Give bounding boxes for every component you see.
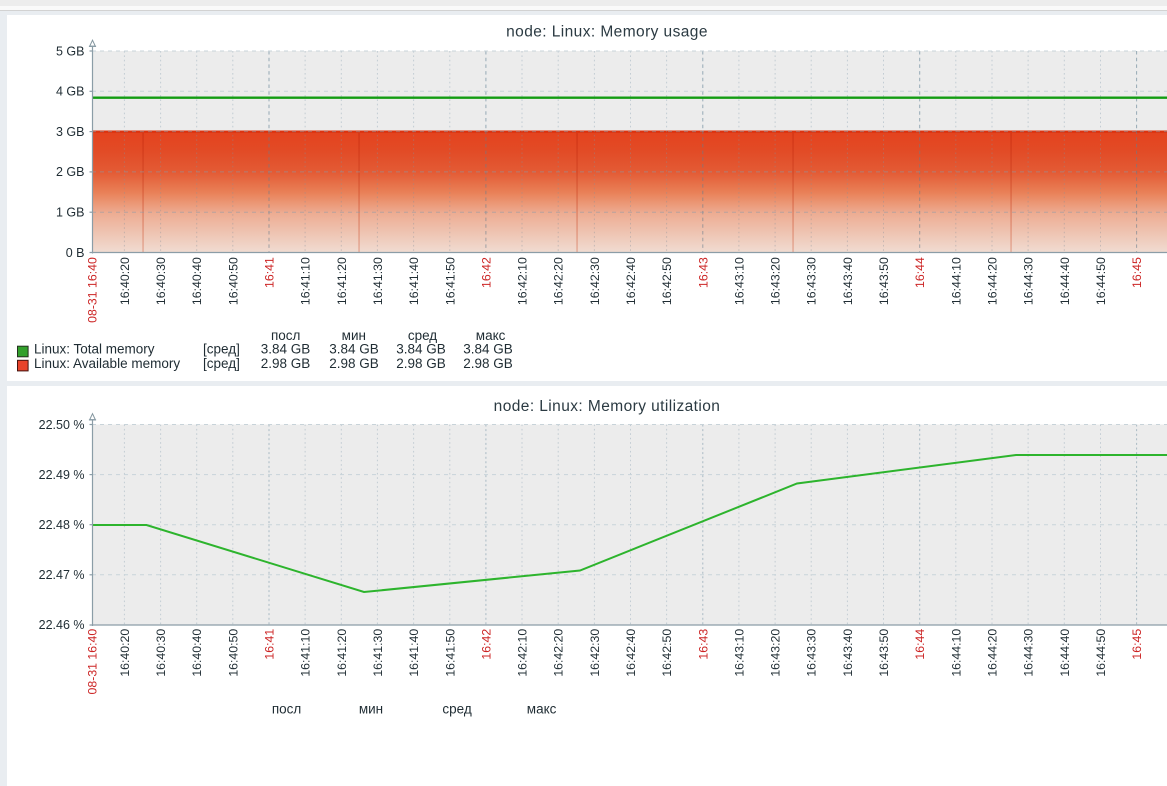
svg-text:16:41:20: 16:41:20 (335, 629, 349, 677)
svg-text:16:42:50: 16:42:50 (660, 257, 674, 305)
svg-text:16:43:10: 16:43:10 (732, 257, 746, 305)
svg-text:16:42:10: 16:42:10 (516, 629, 530, 677)
svg-text:16:42:30: 16:42:30 (588, 257, 602, 305)
svg-text:22.50 %: 22.50 % (39, 418, 85, 432)
svg-text:2 GB: 2 GB (56, 165, 85, 179)
svg-text:5 GB: 5 GB (56, 44, 85, 58)
svg-text:16:40:30: 16:40:30 (154, 629, 168, 677)
svg-text:22.48 %: 22.48 % (39, 518, 85, 532)
svg-text:посл: посл (271, 328, 300, 343)
svg-text:16:41:30: 16:41:30 (371, 257, 385, 305)
svg-text:0 B: 0 B (66, 246, 85, 260)
svg-text:08-31 16:40: 08-31 16:40 (86, 257, 100, 323)
svg-text:16:42:20: 16:42:20 (552, 257, 566, 305)
svg-text:16:42:20: 16:42:20 (552, 629, 566, 677)
svg-text:16:41:50: 16:41:50 (443, 629, 457, 677)
svg-text:16:40:20: 16:40:20 (118, 629, 132, 677)
svg-text:16:41:40: 16:41:40 (407, 629, 421, 677)
svg-text:16:41:10: 16:41:10 (299, 257, 313, 305)
svg-text:16:40:40: 16:40:40 (190, 257, 204, 305)
svg-text:16:45: 16:45 (1130, 629, 1144, 660)
svg-text:16:44:30: 16:44:30 (1022, 629, 1036, 677)
svg-text:1 GB: 1 GB (56, 206, 85, 220)
svg-text:16:40:20: 16:40:20 (118, 257, 132, 305)
svg-text:16:44:50: 16:44:50 (1094, 257, 1108, 305)
svg-text:макс: макс (476, 328, 506, 343)
svg-text:16:40:30: 16:40:30 (154, 257, 168, 305)
svg-text:Linux: Total memory: Linux: Total memory (34, 342, 155, 357)
svg-text:16:41:30: 16:41:30 (371, 629, 385, 677)
svg-text:16:42:50: 16:42:50 (660, 629, 674, 677)
svg-text:08-31 16:40: 08-31 16:40 (86, 629, 100, 695)
svg-text:16:44: 16:44 (913, 257, 927, 288)
svg-text:16:44: 16:44 (913, 629, 927, 660)
svg-text:16:43:40: 16:43:40 (841, 629, 855, 677)
svg-text:16:43:50: 16:43:50 (877, 629, 891, 677)
svg-text:16:42: 16:42 (479, 629, 493, 660)
svg-text:16:43: 16:43 (696, 629, 710, 660)
svg-text:сред: сред (408, 328, 437, 343)
svg-text:3.84 GB: 3.84 GB (463, 342, 513, 357)
svg-text:сред: сред (442, 702, 471, 717)
svg-text:3 GB: 3 GB (56, 125, 85, 139)
svg-text:3.84 GB: 3.84 GB (261, 342, 311, 357)
svg-text:16:41:20: 16:41:20 (335, 257, 349, 305)
svg-text:[сред]: [сред] (203, 356, 240, 371)
svg-text:16:42: 16:42 (479, 257, 493, 288)
svg-text:16:44:50: 16:44:50 (1094, 629, 1108, 677)
svg-text:16:41: 16:41 (263, 257, 277, 288)
svg-text:16:44:10: 16:44:10 (949, 629, 963, 677)
svg-text:[сред]: [сред] (203, 342, 240, 357)
svg-text:16:40:50: 16:40:50 (226, 257, 240, 305)
svg-text:16:42:40: 16:42:40 (624, 257, 638, 305)
svg-text:16:43:30: 16:43:30 (805, 257, 819, 305)
svg-text:4 GB: 4 GB (56, 85, 85, 99)
svg-text:22.47 %: 22.47 % (39, 568, 85, 582)
svg-text:16:41:40: 16:41:40 (407, 257, 421, 305)
svg-text:2.98 GB: 2.98 GB (463, 356, 513, 371)
svg-text:2.98 GB: 2.98 GB (396, 356, 446, 371)
svg-text:3.84 GB: 3.84 GB (329, 342, 379, 357)
svg-text:22.49 %: 22.49 % (39, 468, 85, 482)
svg-text:16:40:50: 16:40:50 (226, 629, 240, 677)
svg-text:2.98 GB: 2.98 GB (261, 356, 311, 371)
svg-text:16:43:30: 16:43:30 (805, 629, 819, 677)
svg-text:16:41: 16:41 (263, 629, 277, 660)
svg-text:node: Linux: Memory usage: node: Linux: Memory usage (506, 24, 708, 41)
svg-text:16:44:10: 16:44:10 (949, 257, 963, 305)
svg-text:макс: макс (527, 702, 557, 717)
svg-text:посл: посл (272, 702, 301, 717)
svg-text:16:43:40: 16:43:40 (841, 257, 855, 305)
svg-text:16:41:50: 16:41:50 (443, 257, 457, 305)
svg-text:16:41:10: 16:41:10 (299, 629, 313, 677)
svg-text:16:43:50: 16:43:50 (877, 257, 891, 305)
svg-text:16:43:10: 16:43:10 (732, 629, 746, 677)
svg-text:мин: мин (342, 328, 366, 343)
svg-text:16:44:30: 16:44:30 (1022, 257, 1036, 305)
svg-text:16:45: 16:45 (1130, 257, 1144, 288)
svg-text:22.46 %: 22.46 % (39, 618, 85, 632)
svg-text:Linux: Available memory: Linux: Available memory (34, 356, 180, 371)
svg-text:16:44:20: 16:44:20 (986, 257, 1000, 305)
svg-text:16:40:40: 16:40:40 (190, 629, 204, 677)
svg-text:16:44:20: 16:44:20 (986, 629, 1000, 677)
svg-text:16:44:40: 16:44:40 (1058, 257, 1072, 305)
svg-text:16:44:40: 16:44:40 (1058, 629, 1072, 677)
svg-text:16:43:20: 16:43:20 (769, 629, 783, 677)
svg-text:node: Linux: Memory utilizatio: node: Linux: Memory utilization (494, 398, 721, 415)
svg-text:2.98 GB: 2.98 GB (329, 356, 379, 371)
svg-text:3.84 GB: 3.84 GB (396, 342, 446, 357)
svg-text:мин: мин (359, 702, 383, 717)
svg-text:16:42:40: 16:42:40 (624, 629, 638, 677)
svg-text:16:43: 16:43 (696, 257, 710, 288)
svg-text:16:43:20: 16:43:20 (769, 257, 783, 305)
svg-text:16:42:10: 16:42:10 (516, 257, 530, 305)
svg-text:16:42:30: 16:42:30 (588, 629, 602, 677)
